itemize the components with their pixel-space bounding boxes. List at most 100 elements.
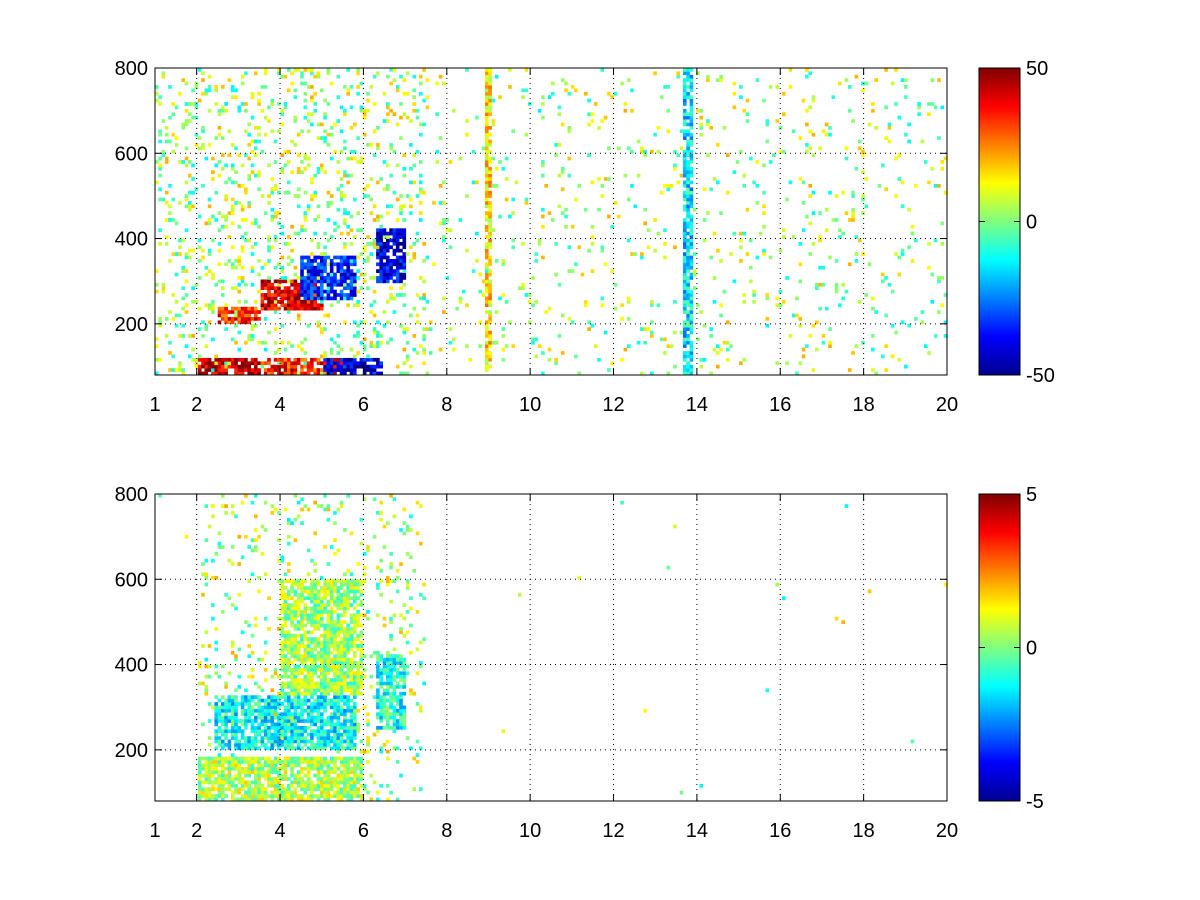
heatmap-cell [343, 108, 347, 113]
heatmap-cell [316, 606, 321, 611]
heatmap-cell [237, 255, 242, 260]
heatmap-cell [310, 364, 314, 369]
heatmap-cell [257, 170, 261, 175]
heatmap-cell [280, 674, 284, 679]
heatmap-cell [422, 351, 426, 355]
heatmap-cell [217, 712, 222, 717]
heatmap-cell [643, 207, 647, 212]
heatmap-cell [306, 129, 311, 134]
heatmap-cell [366, 739, 370, 744]
heatmap-cell [554, 153, 558, 157]
heatmap-cell [650, 149, 654, 154]
heatmap-cell [620, 81, 624, 86]
heatmap-cell [725, 190, 730, 195]
heatmap-cell [310, 671, 314, 676]
heatmap-cell [356, 633, 360, 638]
heatmap-cell [273, 790, 278, 795]
heatmap-cell [194, 357, 199, 362]
heatmap-cell [346, 695, 350, 699]
heatmap-cell [306, 299, 311, 304]
heatmap-cell [686, 170, 690, 175]
heatmap-cell [287, 763, 291, 768]
heatmap-cell [204, 688, 209, 693]
heatmap-cell [386, 725, 390, 730]
heatmap-cell [234, 88, 238, 93]
heatmap-cell [326, 609, 331, 614]
heatmap-cell [244, 306, 248, 311]
heatmap-cell [323, 494, 327, 498]
heatmap-cell [263, 797, 268, 802]
heatmap-cell [349, 739, 354, 744]
heatmap-cell [293, 194, 298, 198]
heatmap-cell [320, 361, 324, 366]
heatmap-cell [488, 98, 492, 103]
heatmap-cell [386, 238, 390, 243]
heatmap-cell [277, 627, 281, 631]
heatmap-cell [267, 238, 271, 243]
heatmap-cell [725, 320, 730, 325]
heatmap-cell [442, 180, 446, 185]
heatmap-cell [168, 368, 172, 372]
heatmap-cell [409, 143, 413, 147]
heatmap-cell [676, 71, 680, 76]
heatmap-cell [211, 299, 215, 304]
heatmap-cell [709, 327, 713, 331]
heatmap-cell [214, 777, 218, 781]
heatmap-cell [333, 272, 337, 277]
heatmap-cell [323, 354, 327, 359]
heatmap-cell [395, 238, 400, 243]
heatmap-cell [686, 282, 690, 287]
heatmap-cell [323, 777, 327, 781]
heatmap-cell [329, 303, 334, 308]
heatmap-cell [683, 282, 687, 287]
heatmap-cell [379, 214, 383, 219]
heatmap-cell [214, 702, 218, 706]
heatmap-cell [927, 112, 931, 117]
heatmap-cell [379, 746, 383, 751]
heatmap-cell [214, 732, 218, 737]
heatmap-cell [254, 125, 258, 130]
heatmap-cell [310, 303, 314, 308]
heatmap-cell [250, 265, 255, 270]
heatmap-cell [346, 671, 350, 676]
heatmap-cell [689, 357, 694, 362]
heatmap-cell [290, 681, 294, 686]
heatmap-cell [310, 368, 314, 372]
heatmap-cell [564, 88, 568, 93]
heatmap-cell [333, 763, 337, 768]
heatmap-cell [353, 272, 357, 277]
heatmap-cell [683, 310, 687, 314]
heatmap-cell [422, 259, 426, 263]
heatmap-cell [313, 569, 317, 573]
heatmap-cell [643, 149, 647, 154]
heatmap-cell [214, 627, 218, 631]
heatmap-cell [343, 640, 347, 645]
heatmap-cell [313, 269, 317, 273]
heatmap-cell [310, 657, 314, 662]
heatmap-cell [323, 170, 327, 175]
heatmap-cell [326, 783, 331, 788]
heatmap-cell [221, 766, 225, 771]
heatmap-cell [283, 722, 288, 727]
heatmap-cell [485, 299, 489, 304]
heatmap-cell [518, 286, 522, 291]
heatmap-cell [336, 633, 341, 638]
heatmap-cell [240, 265, 245, 270]
heatmap-cell [323, 262, 327, 267]
heatmap-cell [316, 756, 321, 761]
heatmap-cell [689, 143, 694, 147]
heatmap-cell [379, 238, 383, 243]
heatmap-cell [392, 252, 397, 256]
heatmap-cell [422, 361, 426, 366]
heatmap-cell [485, 204, 489, 209]
heatmap-cell [428, 351, 433, 355]
heatmap-cell [267, 708, 271, 713]
heatmap-cell [339, 262, 344, 267]
heatmap-cell [313, 596, 317, 601]
heatmap-cell [326, 599, 331, 604]
heatmap-cell [178, 91, 182, 96]
heatmap-cell [626, 238, 631, 243]
heatmap-cell [207, 777, 212, 781]
heatmap-cell [409, 313, 413, 318]
heatmap-cell [293, 736, 298, 740]
